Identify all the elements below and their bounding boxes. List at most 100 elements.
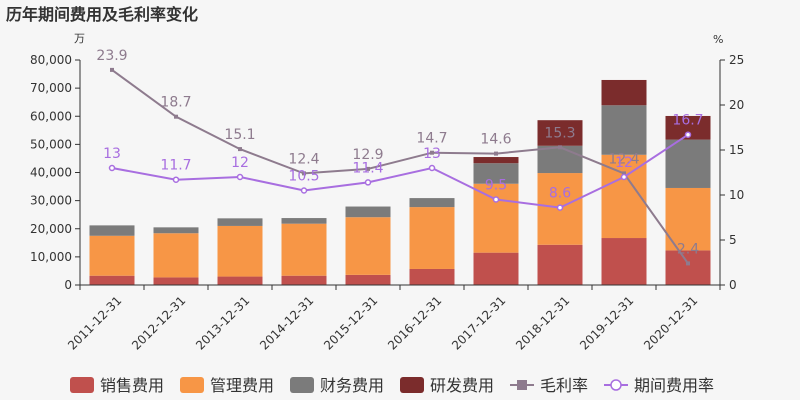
bar-segment	[665, 250, 711, 285]
data-label: 13	[423, 146, 441, 162]
line-point	[686, 261, 690, 266]
data-label: 12.9	[352, 147, 383, 163]
right-axis-tick-label: 20	[729, 98, 744, 112]
legend-label: 财务费用	[320, 376, 384, 395]
bar-segment	[537, 120, 583, 146]
data-label: 11.7	[160, 158, 191, 174]
line-point	[236, 173, 244, 181]
x-axis-tick-label: 2018-12-31	[513, 293, 572, 352]
legend-label: 期间费用率	[634, 376, 714, 395]
line-point	[238, 147, 242, 152]
line-point	[492, 196, 500, 203]
line-point	[556, 204, 564, 211]
bar-segment	[601, 154, 647, 239]
line-point	[622, 171, 626, 176]
legend-swatch	[70, 377, 94, 393]
x-axis-tick-label: 2012-12-31	[129, 293, 188, 352]
x-axis-tick-label: 2020-12-31	[641, 293, 700, 352]
left-axis-tick-label: 0	[64, 278, 72, 292]
right-axis-tick-label: 0	[729, 278, 737, 292]
right-axis-tick-label: 25	[729, 53, 744, 67]
legend-label: 管理费用	[210, 376, 274, 395]
data-label: 18.7	[160, 95, 191, 111]
legend-swatch	[400, 377, 424, 393]
bar-segment	[281, 218, 327, 224]
x-axis-tick-label: 2015-12-31	[321, 293, 380, 352]
data-label: 13	[103, 146, 121, 162]
line-point	[428, 164, 436, 172]
bar-segment	[345, 206, 391, 218]
legend[interactable]: 销售费用 管理费用 财务费用 研发费用 毛利率 期间费用率	[70, 376, 714, 395]
bar-segment	[89, 275, 135, 285]
bar-segment	[345, 274, 391, 285]
bar-segment	[665, 187, 711, 251]
bar-segment	[89, 235, 135, 276]
right-axis-tick-label: 15	[729, 143, 744, 157]
data-label: 2.4	[677, 241, 699, 257]
bar-segment	[473, 157, 519, 164]
line-series-1	[111, 69, 689, 264]
line-point	[302, 171, 306, 176]
bar-segment	[601, 105, 647, 155]
legend-swatch	[180, 377, 204, 393]
x-axis-tick-label: 2019-12-31	[577, 293, 636, 352]
line-point	[364, 179, 372, 186]
bar-segment	[473, 163, 519, 184]
x-axis-tick-label: 2013-12-31	[193, 293, 252, 352]
left-axis-tick-label: 80,000	[30, 53, 72, 67]
left-axis-tick-label: 30,000	[30, 194, 72, 208]
bar-segment	[281, 223, 327, 276]
legend-marker	[517, 380, 527, 390]
legend-label: 销售费用	[100, 376, 164, 395]
right-axis-tick-label: 10	[729, 188, 744, 202]
bar-segment	[345, 217, 391, 275]
line-point	[558, 145, 562, 150]
right-axis-tick-label: 5	[729, 233, 737, 247]
legend-label: 研发费用	[430, 376, 494, 395]
left-axis-tick-label: 20,000	[30, 222, 72, 236]
line-point	[620, 173, 628, 181]
bar-segment	[601, 79, 647, 106]
line-series-2	[111, 133, 689, 209]
data-label: 12.4	[288, 151, 319, 167]
bar-segment	[153, 233, 199, 278]
left-axis-tick-label: 40,000	[30, 166, 72, 180]
data-label: 12	[231, 155, 249, 171]
data-label: 15.1	[224, 127, 255, 143]
left-axis-unit: 万	[74, 32, 85, 45]
right-axis-unit: %	[713, 33, 723, 46]
bars-layer	[89, 79, 711, 285]
bar-segment	[473, 252, 519, 285]
x-axis-tick-label: 2011-12-31	[65, 293, 124, 352]
bar-segment	[665, 115, 711, 140]
bar-segment	[537, 145, 583, 174]
bar-segment	[665, 139, 711, 188]
bar-segment	[409, 207, 455, 269]
line-point	[430, 150, 434, 155]
line-point	[108, 164, 116, 172]
lines-layer	[108, 67, 692, 266]
data-label: 12	[615, 155, 633, 171]
data-label: 14.7	[416, 131, 447, 147]
data-label: 14.6	[480, 132, 511, 148]
bar-segment	[217, 225, 263, 277]
x-axis-tick-label: 2016-12-31	[385, 293, 444, 352]
legend-label: 毛利率	[540, 376, 588, 395]
line-point	[174, 114, 178, 119]
line-point	[494, 151, 498, 156]
bar-segment	[409, 198, 455, 208]
bar-segment	[473, 183, 519, 253]
left-axis-tick-label: 60,000	[30, 109, 72, 123]
line-point	[300, 187, 308, 194]
data-label: 12.4	[608, 151, 639, 167]
line-point	[172, 176, 180, 183]
legend-marker	[610, 379, 622, 391]
bar-segment	[217, 218, 263, 226]
line-point	[366, 166, 370, 171]
bar-segment	[153, 277, 199, 285]
legend-swatch	[290, 377, 314, 393]
line-point	[684, 131, 692, 138]
bar-segment	[537, 244, 583, 285]
